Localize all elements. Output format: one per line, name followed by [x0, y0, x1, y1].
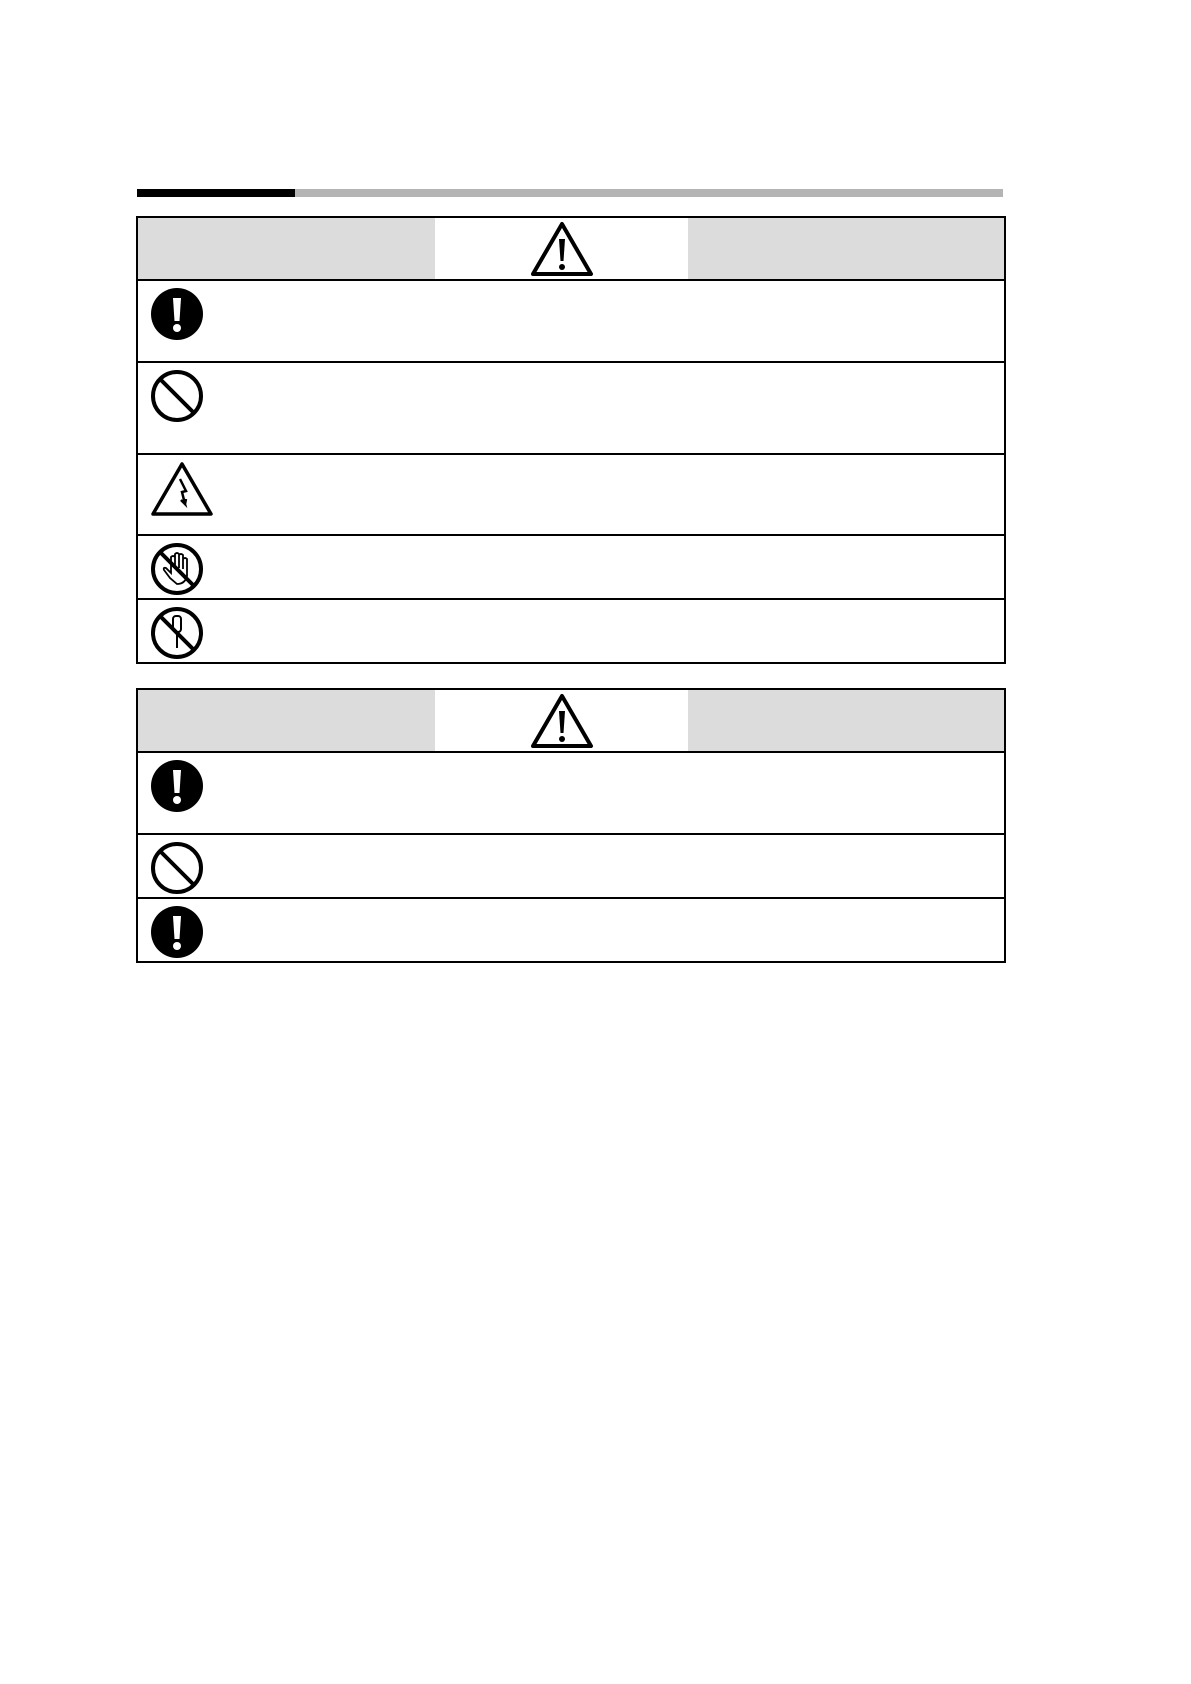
table-row: [138, 455, 1004, 536]
do-not-disassemble-icon: [150, 606, 204, 660]
table-row: [138, 600, 1004, 662]
table-row: [138, 363, 1004, 455]
table-header: [138, 690, 1004, 753]
table-row: [138, 281, 1004, 363]
warning-table: [136, 216, 1006, 664]
prohibition-icon: [150, 841, 204, 895]
table-row: [138, 753, 1004, 835]
section-rule: [137, 189, 1003, 197]
warning-triangle-icon: [435, 218, 688, 279]
mandatory-exclamation-icon: [150, 905, 204, 959]
table-header: [138, 218, 1004, 281]
caution-table: [136, 688, 1006, 963]
mandatory-exclamation-icon: [150, 759, 204, 813]
electric-shock-warning-icon: [150, 461, 213, 516]
section-rule-accent: [137, 189, 295, 197]
mandatory-exclamation-icon: [150, 287, 204, 341]
table-row: [138, 835, 1004, 899]
table-row: [138, 899, 1004, 961]
caution-triangle-icon: [435, 690, 688, 751]
do-not-touch-icon: [150, 542, 204, 596]
prohibition-icon: [150, 369, 204, 423]
table-row: [138, 536, 1004, 600]
